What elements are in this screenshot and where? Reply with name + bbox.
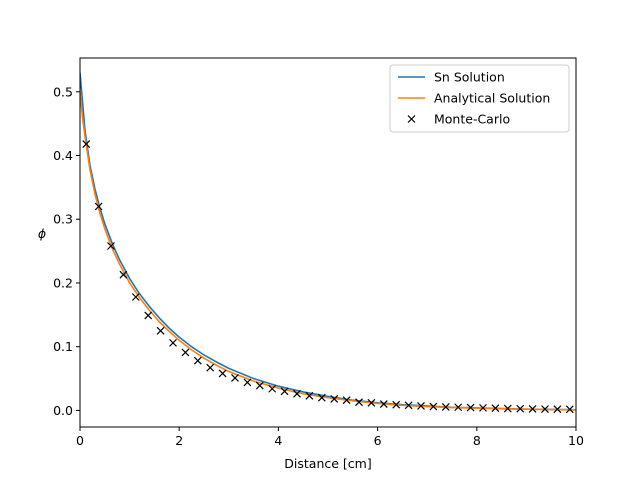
legend-swatch bbox=[407, 115, 416, 123]
monte-carlo-marker bbox=[392, 400, 401, 409]
monte-carlo-marker bbox=[367, 398, 376, 407]
monte-carlo-marker bbox=[491, 404, 500, 413]
monte-carlo-marker bbox=[169, 338, 177, 347]
y-tick-label: 0.4 bbox=[53, 148, 73, 163]
monte-carlo-marker bbox=[441, 403, 450, 411]
monte-carlo-marker bbox=[107, 242, 115, 250]
monte-carlo-marker bbox=[218, 369, 227, 378]
x-tick-label: 6 bbox=[374, 433, 382, 448]
x-axis-label: Distance [cm] bbox=[284, 456, 371, 471]
legend: Sn Solution Analytical Solution Monte-Carl… bbox=[389, 64, 570, 133]
legend-entry: Analytical Solution bbox=[398, 91, 550, 106]
legend-label: Analytical Solution bbox=[434, 91, 550, 106]
y-axis: 0.0 0.1 0.2 0.3 0.4 0.5 bbox=[53, 84, 80, 418]
monte-carlo-marker bbox=[193, 356, 202, 365]
monte-carlo-marker bbox=[268, 384, 277, 393]
monte-carlo-marker bbox=[516, 404, 525, 413]
monte-carlo-marker bbox=[417, 402, 425, 410]
series-line-analytical-solution bbox=[80, 91, 576, 411]
monte-carlo-marker bbox=[317, 393, 326, 402]
monte-carlo-marker bbox=[479, 403, 487, 412]
monte-carlo-marker bbox=[342, 396, 351, 405]
monte-carlo-marker bbox=[404, 401, 413, 410]
monte-carlo-marker bbox=[541, 405, 549, 414]
y-tick-label: 0.2 bbox=[53, 275, 73, 290]
legend-label: Monte-Carlo bbox=[434, 112, 510, 127]
y-tick-label: 0.1 bbox=[53, 339, 73, 354]
monte-carlo-marker bbox=[181, 348, 190, 357]
x-tick-label: 0 bbox=[76, 433, 84, 448]
legend-entry: Monte-Carlo bbox=[407, 112, 510, 127]
monte-carlo-marker bbox=[243, 378, 252, 387]
legend-box bbox=[389, 64, 570, 133]
y-tick-label: 0.0 bbox=[53, 403, 73, 418]
y-axis-label: ϕ bbox=[38, 226, 46, 241]
series-layer bbox=[80, 72, 576, 414]
monte-carlo-marker bbox=[119, 270, 128, 279]
x-tick-label: 10 bbox=[568, 433, 584, 448]
monte-carlo-marker bbox=[280, 387, 289, 396]
monte-carlo-marker bbox=[293, 389, 301, 398]
legend-label: Sn Solution bbox=[434, 70, 505, 85]
monte-carlo-marker bbox=[131, 293, 140, 301]
y-tick-label: 0.5 bbox=[53, 84, 73, 99]
monte-carlo-marker bbox=[503, 404, 512, 413]
y-tick-label: 0.3 bbox=[53, 212, 73, 227]
monte-carlo-marker bbox=[454, 403, 463, 412]
monte-carlo-marker bbox=[466, 403, 475, 412]
axes-frame bbox=[79, 57, 577, 428]
monte-carlo-marker bbox=[379, 400, 388, 408]
x-tick-label: 2 bbox=[175, 433, 183, 448]
x-axis: 0 2 4 6 8 10 bbox=[76, 427, 584, 448]
monte-carlo-marker bbox=[355, 398, 363, 407]
legend-entry: Sn Solution bbox=[398, 70, 505, 85]
monte-carlo-marker bbox=[231, 374, 239, 382]
monte-carlo-marker bbox=[565, 405, 574, 414]
monte-carlo-marker bbox=[429, 402, 438, 411]
monte-carlo-marker bbox=[206, 363, 215, 372]
monte-carlo-marker bbox=[305, 391, 314, 400]
plot-area bbox=[79, 57, 577, 428]
monte-carlo-marker bbox=[255, 381, 264, 390]
monte-carlo-marker bbox=[330, 395, 339, 403]
monte-carlo-marker bbox=[553, 405, 562, 414]
monte-carlo-marker bbox=[144, 311, 153, 320]
monte-carlo-marker bbox=[82, 140, 91, 148]
monte-carlo-marker bbox=[528, 404, 537, 413]
monte-carlo-marker bbox=[156, 326, 165, 335]
monte-carlo-marker bbox=[94, 202, 103, 211]
x-tick-label: 4 bbox=[274, 433, 282, 448]
x-tick-label: 8 bbox=[473, 433, 481, 448]
